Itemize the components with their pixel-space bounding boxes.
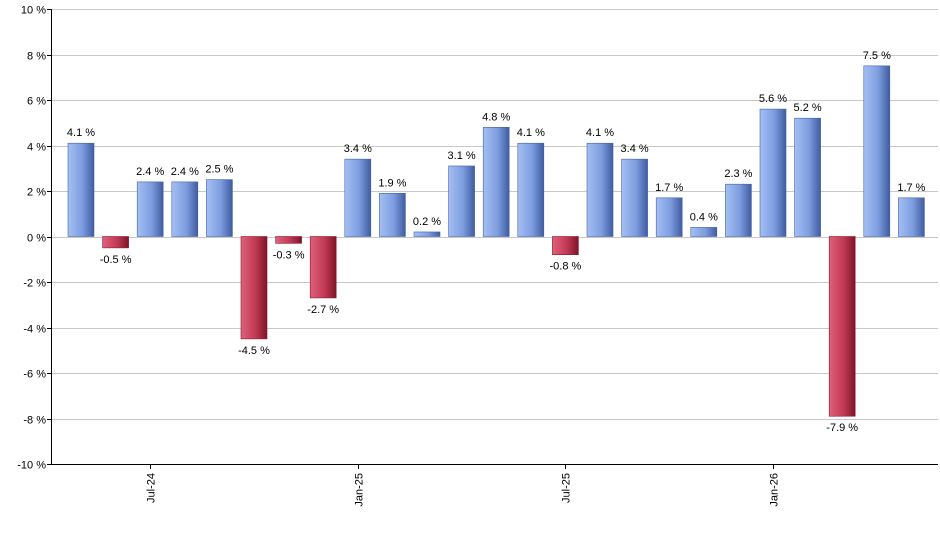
data-label: 4.8 % <box>482 111 510 123</box>
x-tick-label: Jan-26 <box>769 473 781 507</box>
y-tick-label: -4 % <box>23 324 46 336</box>
data-label: 1.7 % <box>655 182 683 194</box>
y-tick-label: -10 % <box>17 460 46 472</box>
y-tick-label: 2 % <box>27 187 46 199</box>
x-tick-label: Jan-25 <box>354 473 366 507</box>
y-tick-label: 8 % <box>27 51 46 63</box>
bar-negative <box>275 236 302 244</box>
data-label: 0.2 % <box>413 216 441 228</box>
bar-negative <box>102 236 129 249</box>
data-label: 3.4 % <box>621 143 649 155</box>
data-label: 1.9 % <box>378 177 406 189</box>
data-label: -0.5 % <box>100 254 132 266</box>
bar-positive <box>517 142 545 237</box>
data-label: 2.4 % <box>171 166 199 178</box>
data-label: 4.1 % <box>67 127 95 139</box>
bar-positive <box>898 197 925 237</box>
bar-positive <box>482 127 510 237</box>
y-tick-label: 10 % <box>21 5 46 17</box>
bar-positive <box>586 142 614 237</box>
y-tick-label: -8 % <box>23 415 46 427</box>
labels: 10 % 8 % 6 % 4 % 2 % 0 % -2 % -4 % -6 % -8 % -10 %… <box>17 5 925 507</box>
x-tick-label: Jul-24 <box>146 473 158 503</box>
bar-positive <box>655 197 683 237</box>
bar-positive <box>171 181 199 237</box>
data-label: 3.1 % <box>448 150 476 162</box>
grid-lines <box>51 9 938 465</box>
data-label: 0.4 % <box>690 211 718 223</box>
y-tick-label: 6 % <box>27 96 46 108</box>
bars <box>67 65 925 417</box>
bar-positive <box>448 165 475 237</box>
bar-positive <box>725 183 752 237</box>
data-label: 4.1 % <box>517 127 545 139</box>
data-label: 5.2 % <box>794 102 822 114</box>
bar-positive <box>621 158 648 237</box>
bar-positive <box>759 108 787 237</box>
bar-positive <box>67 142 95 237</box>
data-label: -0.8 % <box>550 261 582 273</box>
data-label: 4.1 % <box>586 127 614 139</box>
bar-positive <box>794 117 821 237</box>
y-tick-label: 4 % <box>27 142 46 154</box>
x-tick-label: Jul-25 <box>561 473 573 503</box>
y-tick-label: 0 % <box>27 233 46 245</box>
data-label: 7.5 % <box>863 50 891 62</box>
bar-negative <box>309 236 337 299</box>
data-label: 2.4 % <box>136 166 164 178</box>
bar-positive <box>863 65 891 237</box>
bar-negative <box>240 236 268 340</box>
data-label: 2.3 % <box>724 168 752 180</box>
bar-negative <box>828 236 856 417</box>
data-label: 2.5 % <box>205 164 233 176</box>
data-label: 1.7 % <box>897 182 925 194</box>
data-label: -4.5 % <box>238 345 270 357</box>
data-label: 5.6 % <box>759 93 787 105</box>
data-label: -7.9 % <box>826 422 858 434</box>
data-label: -2.7 % <box>307 304 339 316</box>
data-label: -0.3 % <box>273 249 305 261</box>
data-label: 3.4 % <box>344 143 372 155</box>
y-tick-label: -2 % <box>23 278 46 290</box>
axes <box>47 9 938 469</box>
y-tick-label: -6 % <box>23 369 46 381</box>
bar-negative <box>552 236 579 256</box>
bar-positive <box>690 227 718 237</box>
bar-positive <box>344 158 372 237</box>
bar-positive <box>206 179 233 237</box>
bar-positive <box>413 231 441 237</box>
bar-positive <box>136 181 164 237</box>
bar-positive <box>379 192 406 237</box>
